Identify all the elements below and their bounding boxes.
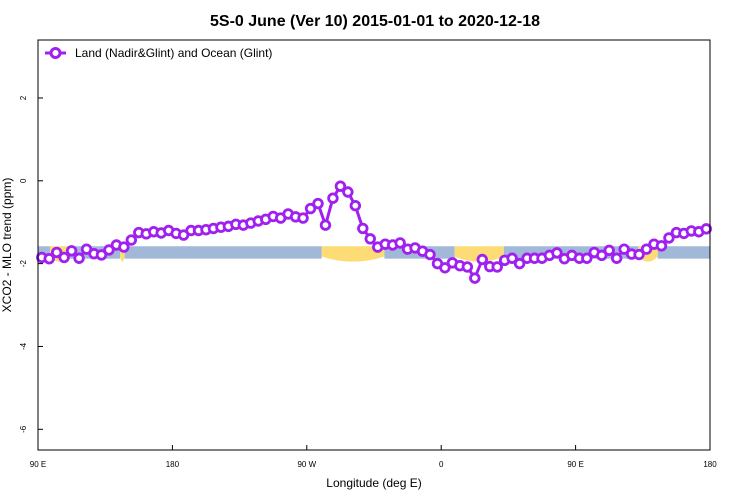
data-point bbox=[700, 223, 712, 235]
data-point bbox=[476, 253, 488, 266]
plot-frame bbox=[37, 39, 711, 451]
legend-label: Land (Nadir&Glint) and Ocean (Glint) bbox=[75, 46, 272, 60]
data-point bbox=[596, 249, 608, 262]
surface-ocean-segment bbox=[124, 246, 322, 259]
data-point bbox=[342, 186, 354, 198]
data-point bbox=[357, 222, 369, 235]
data-point bbox=[304, 202, 317, 215]
y-tick-label: 2 bbox=[19, 95, 28, 100]
chart-title: 5S-0 June (Ver 10) 2015-01-01 to 2020-12… bbox=[210, 13, 540, 30]
data-point bbox=[65, 245, 78, 257]
x-tick-label: 180 bbox=[166, 460, 180, 469]
y-tick-label: -2 bbox=[19, 260, 28, 268]
data-point bbox=[73, 252, 85, 264]
data-point bbox=[125, 234, 138, 246]
data-point bbox=[95, 249, 108, 261]
legend: Land (Nadir&Glint) and Ocean (Glint) bbox=[45, 46, 272, 60]
y-tick-label: -6 bbox=[19, 425, 28, 433]
data-point bbox=[640, 243, 653, 255]
data-point bbox=[506, 252, 518, 264]
data-point bbox=[327, 192, 339, 204]
x-tick-label: 180 bbox=[703, 460, 717, 469]
x-axis: 90 E 180 90 W 0 90 E 180 bbox=[30, 445, 717, 469]
data-point bbox=[469, 272, 481, 284]
data-point bbox=[424, 248, 436, 261]
data-point bbox=[491, 261, 503, 273]
x-tick-label: 90 E bbox=[30, 460, 46, 469]
data-point bbox=[663, 232, 675, 244]
legend-marker-swatch bbox=[49, 47, 62, 59]
data-point bbox=[461, 261, 474, 273]
data-point bbox=[655, 240, 668, 252]
surface-land-segment bbox=[321, 246, 385, 262]
data-point bbox=[50, 246, 63, 259]
data-point bbox=[118, 241, 130, 253]
data-point bbox=[618, 243, 630, 255]
series-points bbox=[36, 180, 712, 284]
data-point bbox=[43, 252, 55, 265]
y-tick-label: 0 bbox=[19, 178, 28, 183]
data-point bbox=[513, 257, 526, 270]
data-point bbox=[610, 252, 623, 264]
y-axis-label: XCO2 - MLO trend (ppm) bbox=[0, 178, 14, 313]
data-point bbox=[439, 262, 451, 274]
data-point bbox=[312, 197, 324, 210]
data-point bbox=[349, 199, 362, 212]
data-point bbox=[103, 244, 115, 256]
data-point bbox=[334, 180, 347, 192]
data-point bbox=[319, 219, 332, 231]
surface-land-segment bbox=[454, 246, 504, 262]
data-point bbox=[551, 247, 563, 259]
data-point bbox=[297, 212, 309, 224]
data-point bbox=[603, 244, 615, 257]
x-axis-label: Longitude (deg E) bbox=[326, 476, 421, 490]
data-point bbox=[364, 233, 376, 245]
x-tick-label: 90 W bbox=[297, 460, 316, 469]
data-point bbox=[581, 252, 593, 264]
surface-ocean-segment bbox=[657, 246, 710, 259]
x-tick-label: 0 bbox=[439, 460, 444, 469]
data-point bbox=[394, 237, 406, 249]
y-tick-label: -4 bbox=[19, 342, 28, 350]
x-tick-label: 90 E bbox=[567, 460, 583, 469]
data-point bbox=[58, 251, 70, 264]
data-point bbox=[633, 248, 645, 261]
y-axis: 2 0 -2 -4 -6 bbox=[19, 95, 43, 433]
